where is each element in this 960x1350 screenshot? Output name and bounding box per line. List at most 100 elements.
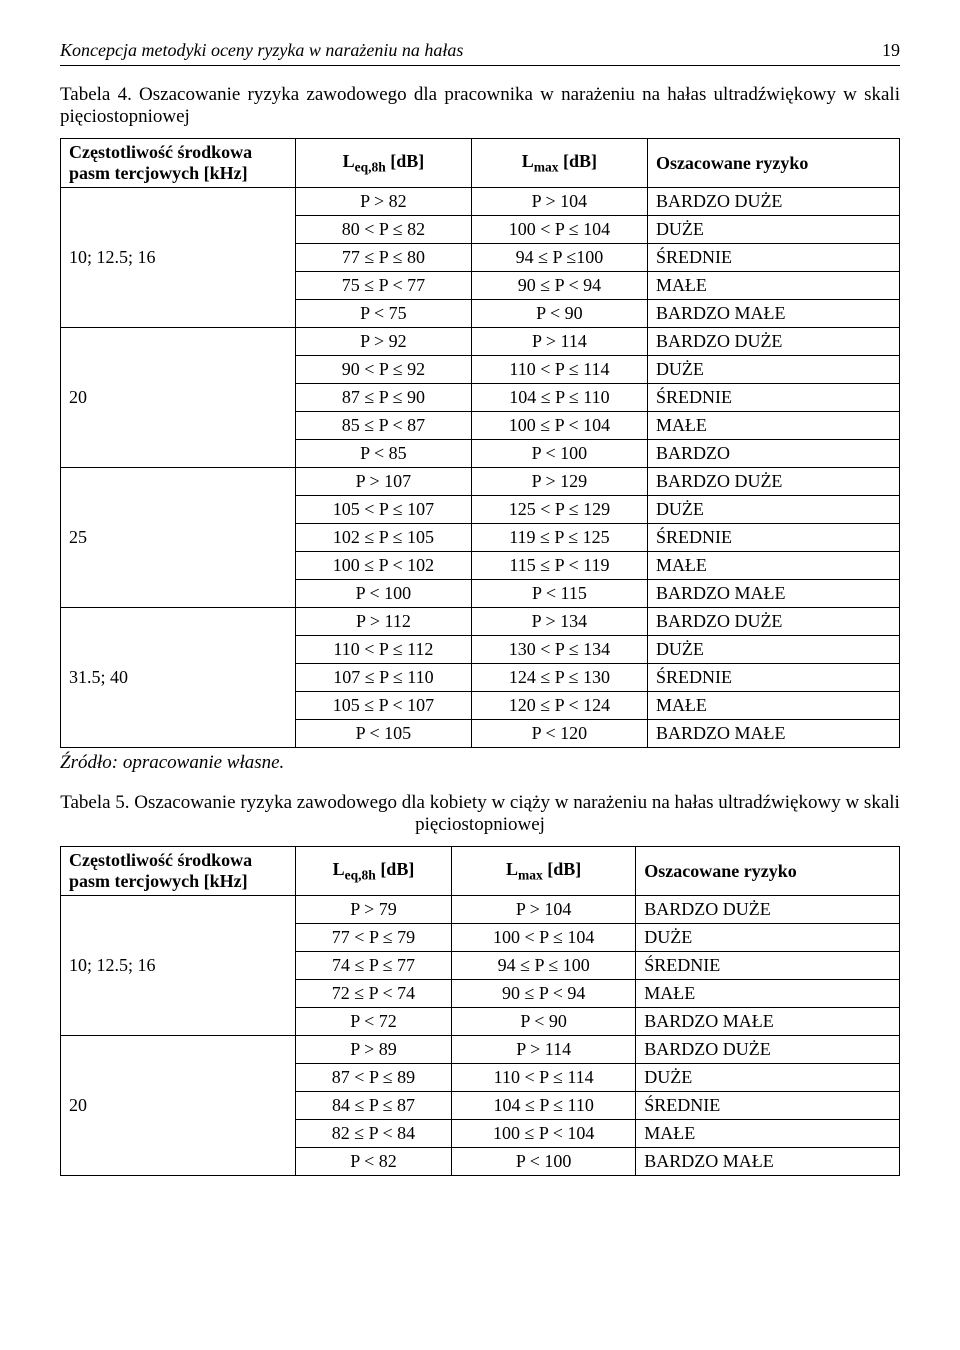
table4-cell-leq: 77 ≤ P ≤ 80 [295,244,471,272]
table5-header-row: Częstotliwość środkowa pasm tercjowych [… [61,847,900,896]
table4-cell-leq: 87 ≤ P ≤ 90 [295,384,471,412]
table4-caption: Tabela 4. Oszacowanie ryzyka zawodowego … [60,84,900,128]
table5-cell-risk: ŚREDNIE [636,952,900,980]
table5-cell-risk: BARDZO MAŁE [636,1148,900,1176]
table5-cell-risk: BARDZO DUŻE [636,1036,900,1064]
table-row: 10; 12.5; 16P > 82P > 104BARDZO DUŻE [61,188,900,216]
table4-cell-leq: P < 100 [295,580,471,608]
table5-col3-header: Lmax [dB] [452,847,636,896]
table5-cell-risk: MAŁE [636,1120,900,1148]
page-number: 19 [882,40,900,61]
table5-cell-leq: 82 ≤ P < 84 [295,1120,451,1148]
table4-group-label: 25 [61,468,296,608]
table4-cell-lmax: 130 < P ≤ 134 [471,636,647,664]
table4-cell-lmax: P > 104 [471,188,647,216]
table4-cell-risk: BARDZO [647,440,899,468]
table4-cell-lmax: P < 90 [471,300,647,328]
table4-cell-risk: DUŻE [647,216,899,244]
table4-col4-header: Oszacowane ryzyko [647,139,899,188]
table4-cell-leq: 105 < P ≤ 107 [295,496,471,524]
table4-cell-risk: ŚREDNIE [647,244,899,272]
table4-cell-leq: P > 82 [295,188,471,216]
running-title: Koncepcja metodyki oceny ryzyka w naraże… [60,40,463,61]
table4-cell-leq: 80 < P ≤ 82 [295,216,471,244]
table5-cell-leq: 84 ≤ P ≤ 87 [295,1092,451,1120]
table5-cell-risk: BARDZO MAŁE [636,1008,900,1036]
table5-cell-leq: P < 82 [295,1148,451,1176]
table4-cell-lmax: 119 ≤ P ≤ 125 [471,524,647,552]
table5-cell-leq: P < 72 [295,1008,451,1036]
table5-cell-risk: DUŻE [636,1064,900,1092]
table5-cell-lmax: 100 ≤ P < 104 [452,1120,636,1148]
table-row: 10; 12.5; 16P > 79P > 104BARDZO DUŻE [61,896,900,924]
table5-cell-risk: DUŻE [636,924,900,952]
table4-cell-leq: 85 ≤ P < 87 [295,412,471,440]
table-row: 20P > 92P > 114BARDZO DUŻE [61,328,900,356]
table4-cell-leq: P < 75 [295,300,471,328]
table4-header-row: Częstotliwość środkowa pasm tercjowych [… [61,139,900,188]
table4-cell-risk: MAŁE [647,412,899,440]
table5-cell-lmax: P > 104 [452,896,636,924]
table4-cell-risk: ŚREDNIE [647,524,899,552]
table4-cell-risk: BARDZO DUŻE [647,328,899,356]
table5-cell-leq: 77 < P ≤ 79 [295,924,451,952]
table4-cell-leq: P < 85 [295,440,471,468]
table5-col2-header: Leq,8h [dB] [295,847,451,896]
table5-cell-leq: 72 ≤ P < 74 [295,980,451,1008]
running-header: Koncepcja metodyki oceny ryzyka w naraże… [60,40,900,61]
table5: Częstotliwość środkowa pasm tercjowych [… [60,846,900,1176]
table4-cell-leq: P < 105 [295,720,471,748]
table4-cell-risk: ŚREDNIE [647,664,899,692]
table5-cell-leq: P > 79 [295,896,451,924]
table5-cell-lmax: 104 ≤ P ≤ 110 [452,1092,636,1120]
table4-cell-risk: BARDZO DUŻE [647,468,899,496]
table4-cell-risk: DUŻE [647,496,899,524]
table4-cell-lmax: P < 115 [471,580,647,608]
table4-cell-leq: 75 ≤ P < 77 [295,272,471,300]
table4-cell-lmax: 94 ≤ P ≤100 [471,244,647,272]
table4-cell-lmax: P > 114 [471,328,647,356]
table5-cell-risk: BARDZO DUŻE [636,896,900,924]
table4-cell-leq: 100 ≤ P < 102 [295,552,471,580]
table5-cell-lmax: P < 90 [452,1008,636,1036]
table4-col1-header: Częstotliwość środkowa pasm tercjowych [… [61,139,296,188]
table4-cell-risk: BARDZO DUŻE [647,608,899,636]
table4-cell-risk: MAŁE [647,272,899,300]
table4-cell-lmax: 104 ≤ P ≤ 110 [471,384,647,412]
table4-cell-lmax: 110 < P ≤ 114 [471,356,647,384]
table4: Częstotliwość środkowa pasm tercjowych [… [60,138,900,748]
table4-cell-leq: 90 < P ≤ 92 [295,356,471,384]
table-row: 31.5; 40P > 112P > 134BARDZO DUŻE [61,608,900,636]
table5-caption: Tabela 5. Oszacowanie ryzyka zawodowego … [60,792,900,836]
table4-cell-risk: MAŁE [647,692,899,720]
table-row: 25P > 107P > 129BARDZO DUŻE [61,468,900,496]
table4-cell-lmax: 120 ≤ P < 124 [471,692,647,720]
table4-cell-leq: 107 ≤ P ≤ 110 [295,664,471,692]
table5-group-label: 10; 12.5; 16 [61,896,296,1036]
table4-cell-lmax: 124 ≤ P ≤ 130 [471,664,647,692]
table4-cell-risk: BARDZO DUŻE [647,188,899,216]
table5-col1-header: Częstotliwość środkowa pasm tercjowych [… [61,847,296,896]
table5-cell-lmax: P < 100 [452,1148,636,1176]
table4-cell-leq: 102 ≤ P ≤ 105 [295,524,471,552]
table5-cell-lmax: 94 ≤ P ≤ 100 [452,952,636,980]
table4-cell-risk: DUŻE [647,636,899,664]
table4-cell-lmax: 125 < P ≤ 129 [471,496,647,524]
table5-cell-lmax: 100 < P ≤ 104 [452,924,636,952]
table4-col2-header: Leq,8h [dB] [295,139,471,188]
table4-cell-risk: ŚREDNIE [647,384,899,412]
table4-source: Źródło: opracowanie własne. [60,752,900,774]
table4-cell-lmax: P < 100 [471,440,647,468]
table5-cell-lmax: 90 ≤ P < 94 [452,980,636,1008]
table5-cell-lmax: 110 < P ≤ 114 [452,1064,636,1092]
table4-cell-lmax: 115 ≤ P < 119 [471,552,647,580]
table4-cell-leq: P > 92 [295,328,471,356]
table4-cell-lmax: P < 120 [471,720,647,748]
table4-caption-text: Tabela 4. Oszacowanie ryzyka zawodowego … [60,84,900,127]
table4-cell-lmax: 90 ≤ P < 94 [471,272,647,300]
table4-cell-leq: P > 107 [295,468,471,496]
table4-cell-risk: DUŻE [647,356,899,384]
table-row: 20P > 89P > 114BARDZO DUŻE [61,1036,900,1064]
table4-cell-leq: 110 < P ≤ 112 [295,636,471,664]
table4-group-label: 20 [61,328,296,468]
